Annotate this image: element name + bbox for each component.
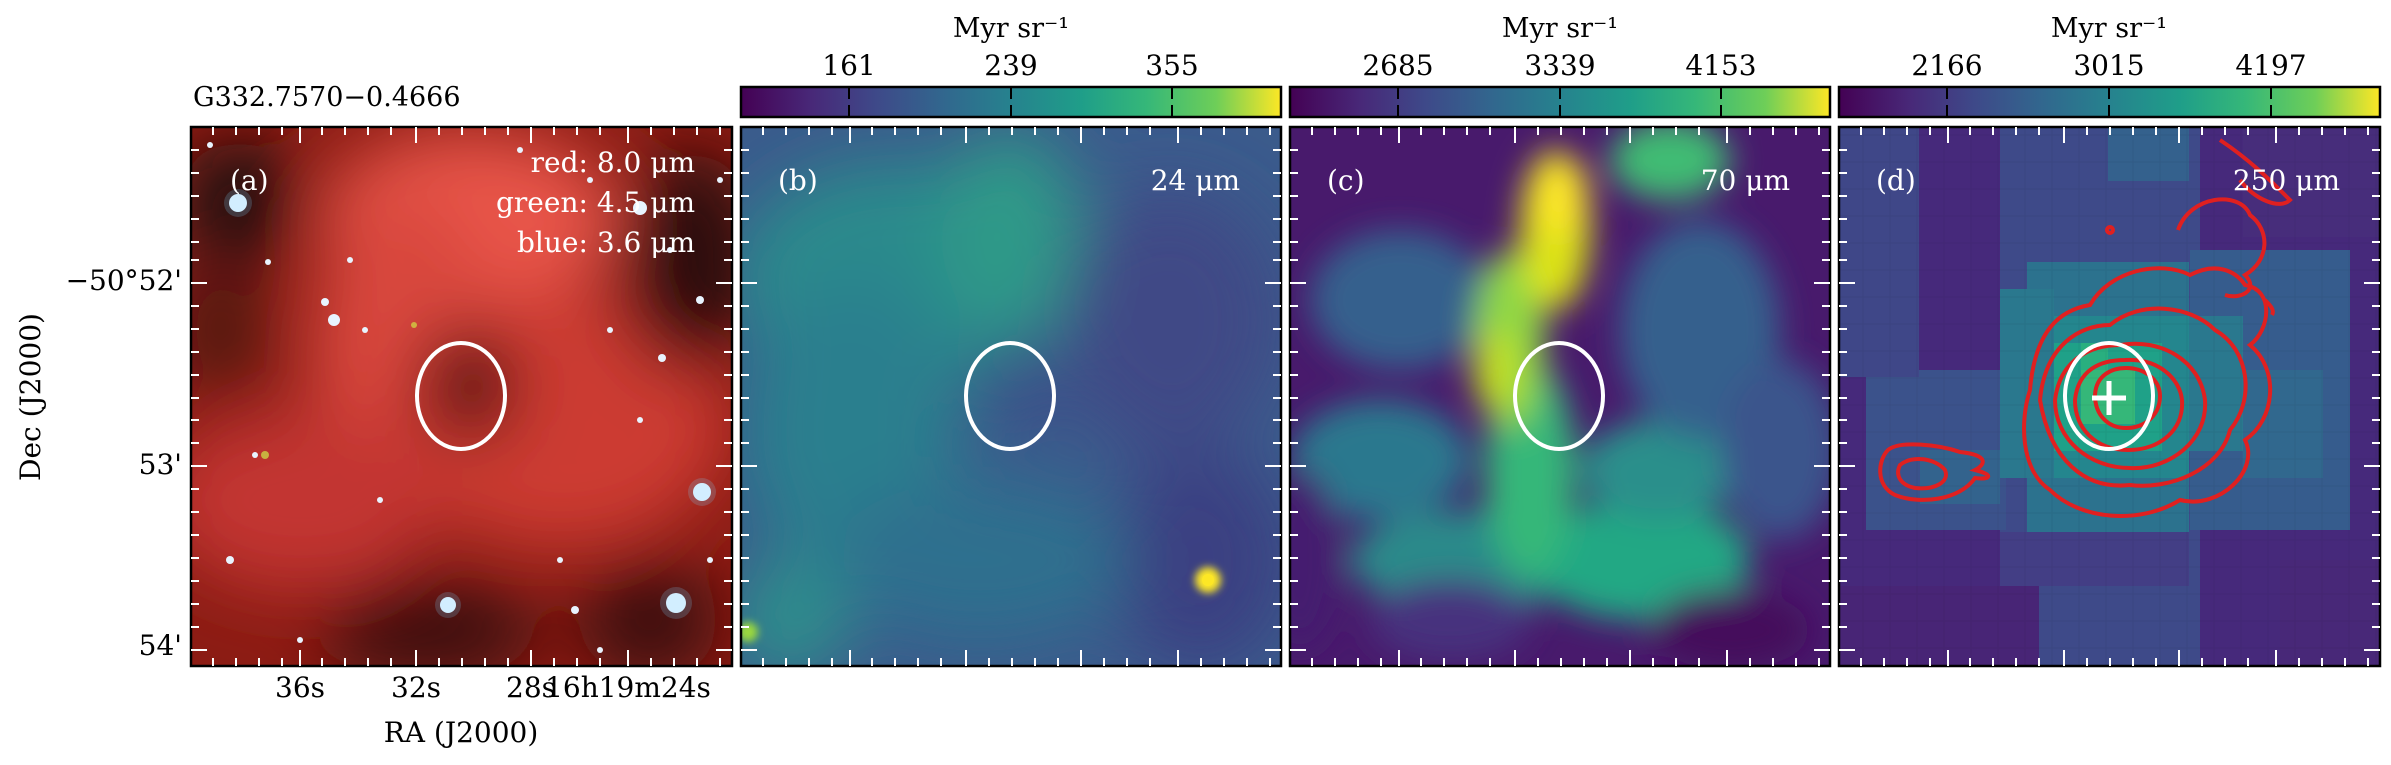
aperture-ellipse xyxy=(2063,341,2155,451)
aperture-ellipse xyxy=(964,341,1056,451)
panel-c xyxy=(1290,127,1830,666)
axis-ticks xyxy=(191,127,2380,666)
x-axis-label: RA (J2000) xyxy=(384,716,539,749)
panel-d xyxy=(1839,127,2380,666)
panel-label-c: (c) xyxy=(1327,164,1365,197)
aperture-ellipse xyxy=(415,341,507,451)
stars xyxy=(207,142,723,653)
y-tick-label: 53' xyxy=(139,448,182,481)
colorbar-tick: 355 xyxy=(1145,49,1198,82)
wavelength-label-b: 24 μm xyxy=(1151,164,1240,197)
contours xyxy=(1878,138,2293,518)
x-tick-label: 28s xyxy=(506,671,556,704)
x-tick-label: 16h19m24s xyxy=(545,671,711,704)
x-tick-label: 32s xyxy=(391,671,441,704)
colorbar-tick: 4153 xyxy=(1685,49,1756,82)
composite-label-red: red: 8.0 μm xyxy=(531,146,695,179)
composite-label-green: green: 4.5 μm xyxy=(496,186,695,219)
colorbar-tick: 2685 xyxy=(1362,49,1433,82)
panel-label-d: (d) xyxy=(1876,164,1916,197)
colorbar-unit: Myr sr⁻¹ xyxy=(1502,13,1618,44)
colorbar-tick: 3339 xyxy=(1524,49,1595,82)
source-name: G332.7570−0.4666 xyxy=(193,82,461,113)
panel-label-a: (a) xyxy=(230,164,269,197)
colorbar-unit: Myr sr⁻¹ xyxy=(2051,13,2167,44)
aperture-ellipse xyxy=(1513,341,1605,451)
x-tick-label: 36s xyxy=(275,671,325,704)
panel-b xyxy=(741,127,1281,666)
panel-label-b: (b) xyxy=(778,164,818,197)
composite-label-blue: blue: 3.6 μm xyxy=(517,226,695,259)
y-tick-label: 54' xyxy=(139,629,182,662)
colorbar-b: Myr sr⁻¹ 161 239 355 xyxy=(739,13,1283,119)
wavelength-label-d: 250 μm xyxy=(2233,164,2340,197)
panel-a xyxy=(191,127,732,666)
y-tick-label: −50°52' xyxy=(66,264,182,297)
wavelength-label-c: 70 μm xyxy=(1701,164,1790,197)
colorbar-tick: 3015 xyxy=(2073,49,2144,82)
colorbar-tick: 161 xyxy=(822,49,875,82)
colorbar-c: Myr sr⁻¹ 2685 3339 4153 xyxy=(1288,13,1832,119)
colorbar-tick: 4197 xyxy=(2235,49,2306,82)
colorbar-tick: 2166 xyxy=(1911,49,1982,82)
colorbar-d: Myr sr⁻¹ 2166 3015 4197 xyxy=(1837,13,2382,119)
colorbar-unit: Myr sr⁻¹ xyxy=(953,13,1069,44)
colorbar-tick: 239 xyxy=(984,49,1037,82)
y-axis-label: Dec (J2000) xyxy=(14,313,47,481)
